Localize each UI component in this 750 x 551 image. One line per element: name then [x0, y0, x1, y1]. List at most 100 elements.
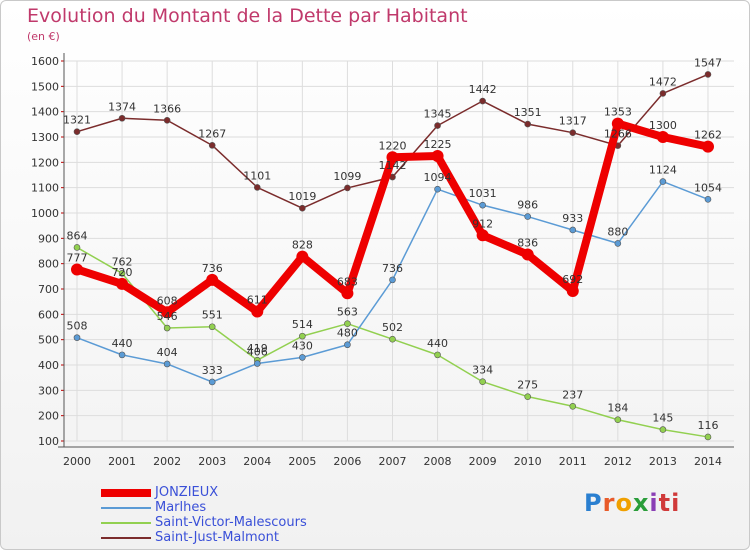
- y-tick-label: 1200: [31, 156, 59, 169]
- data-label: 480: [337, 327, 358, 340]
- data-label: 1321: [63, 114, 91, 127]
- legend-entry: Saint-Just-Malmont: [101, 530, 307, 545]
- data-label: 1366: [153, 102, 181, 115]
- data-label: 116: [697, 419, 718, 432]
- data-label: 880: [607, 225, 628, 238]
- data-point: [299, 332, 306, 340]
- data-point: [71, 263, 83, 276]
- data-point: [434, 122, 441, 129]
- data-label: 404: [157, 346, 178, 359]
- data-point: [431, 150, 444, 162]
- data-point: [659, 178, 667, 185]
- data-label: 563: [337, 306, 358, 319]
- data-point: [118, 351, 126, 359]
- y-tick-label: 200: [38, 410, 59, 423]
- legend-swatch: [101, 488, 151, 497]
- y-tick-label: 1500: [31, 80, 59, 93]
- data-label: 1019: [288, 190, 316, 203]
- data-label: 1142: [378, 159, 406, 172]
- x-tick-label: 2007: [378, 455, 406, 468]
- data-label: 406: [247, 345, 268, 358]
- data-point: [656, 131, 669, 143]
- x-tick-label: 2011: [559, 455, 587, 468]
- y-tick-label: 900: [38, 232, 59, 245]
- data-point: [253, 360, 261, 367]
- data-point: [704, 433, 712, 441]
- legend: JONZIEUX Marlhes Saint-Victor-Malescours Sa…: [101, 485, 307, 545]
- legend-entry: JONZIEUX: [101, 485, 307, 500]
- data-point: [704, 71, 712, 78]
- x-tick-label: 2014: [694, 455, 722, 468]
- data-point: [73, 244, 81, 251]
- legend-swatch: [101, 536, 151, 539]
- data-point: [566, 285, 579, 298]
- data-label: 986: [517, 199, 538, 212]
- legend-entry: Marlhes: [101, 500, 307, 515]
- data-label: 692: [562, 273, 583, 286]
- x-tick-label: 2010: [514, 455, 542, 468]
- data-point: [206, 273, 219, 286]
- legend-label: Saint-Just-Malmont: [155, 530, 279, 545]
- data-point: [344, 320, 351, 328]
- x-tick-label: 2003: [198, 455, 226, 468]
- y-tick-label: 400: [38, 359, 59, 372]
- data-label: 1101: [243, 169, 271, 182]
- data-point: [434, 185, 441, 193]
- y-tick-label: 1000: [31, 207, 59, 220]
- data-label: 1442: [469, 83, 497, 96]
- data-label: 1099: [333, 170, 361, 183]
- data-label: 736: [382, 262, 403, 275]
- data-point: [704, 196, 712, 203]
- data-point: [614, 240, 622, 247]
- data-point: [434, 351, 441, 359]
- data-point: [479, 97, 486, 105]
- y-tick-label: 1100: [31, 182, 59, 195]
- x-tick-label: 2001: [108, 455, 136, 468]
- chart-subtitle: (en €): [27, 30, 60, 43]
- data-label: 683: [337, 275, 358, 288]
- data-point: [344, 341, 351, 349]
- data-point: [208, 142, 216, 149]
- legend-swatch: [101, 506, 151, 509]
- data-point: [163, 360, 171, 368]
- legend-swatch: [101, 521, 151, 524]
- legend-label: Saint-Victor-Malescours: [155, 515, 307, 530]
- x-tick-label: 2000: [63, 455, 91, 468]
- x-tick-label: 2004: [243, 455, 271, 468]
- x-tick-label: 2005: [288, 455, 316, 468]
- data-label: 508: [67, 320, 88, 333]
- data-point: [118, 114, 126, 122]
- y-tick-label: 600: [38, 308, 59, 321]
- data-label: 184: [607, 402, 628, 415]
- data-point: [341, 287, 354, 300]
- data-label: 1317: [559, 115, 587, 128]
- data-label: 1345: [424, 108, 452, 121]
- data-label: 608: [157, 294, 178, 307]
- data-point: [479, 201, 486, 209]
- data-point: [253, 184, 261, 191]
- data-point: [116, 277, 129, 290]
- data-point: [659, 426, 667, 433]
- proxiti-logo: Proxiti: [584, 489, 681, 517]
- data-label: 1054: [694, 181, 722, 194]
- data-label: 551: [202, 309, 223, 322]
- data-label: 1547: [694, 56, 722, 69]
- data-label: 514: [292, 318, 313, 331]
- data-label: 1353: [604, 106, 632, 119]
- data-label: 912: [472, 217, 493, 230]
- data-point: [299, 204, 306, 212]
- x-tick-label: 2006: [333, 455, 361, 468]
- data-label: 1472: [649, 75, 677, 88]
- data-label: 145: [652, 412, 673, 425]
- data-label: 762: [112, 255, 133, 268]
- data-point: [524, 213, 532, 220]
- y-tick-label: 1300: [31, 131, 59, 144]
- data-label: 275: [517, 379, 538, 392]
- data-label: 546: [157, 310, 178, 323]
- data-label: 334: [472, 364, 493, 377]
- data-point: [161, 306, 174, 319]
- y-tick-label: 300: [38, 384, 59, 397]
- data-label: 1225: [424, 138, 452, 151]
